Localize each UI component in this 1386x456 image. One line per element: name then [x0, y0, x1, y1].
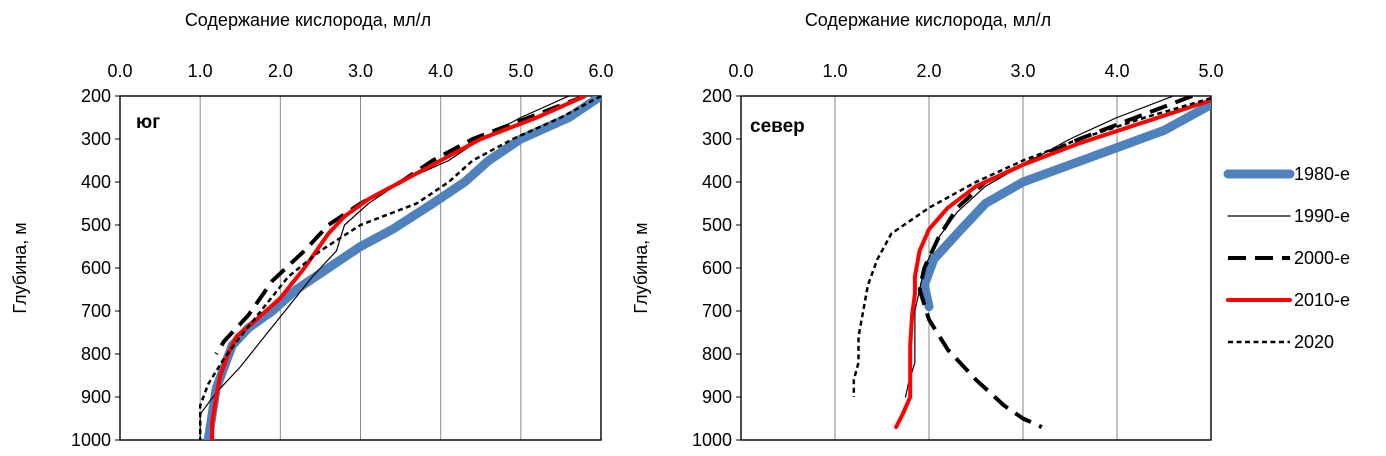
x-tick-label: 4.0: [428, 61, 453, 81]
y-tick-label: 900: [81, 387, 111, 407]
x-tick-label: 1.0: [188, 61, 213, 81]
y-tick-label: 900: [702, 387, 732, 407]
series-line-2010-е: [894, 98, 1211, 430]
series-line-2000-е: [214, 96, 586, 356]
x-tick-label: 4.0: [1104, 61, 1129, 81]
y-tick-label: 400: [81, 172, 111, 192]
y-tick-label: 300: [702, 129, 732, 149]
y-tick-label: 800: [81, 344, 111, 364]
region-label: юг: [136, 112, 160, 133]
series-line-2020: [852, 97, 1211, 397]
legend-label: 2010-е: [1294, 290, 1350, 310]
y-tick-label: 800: [702, 344, 732, 364]
region-label: север: [750, 116, 805, 137]
series-line-1980-е: [203, 96, 601, 440]
x-tick-label: 3.0: [348, 61, 373, 81]
y-tick-label: 400: [702, 172, 732, 192]
legend: 1980-е 1990-е 2000-е 2010-е 2020: [1223, 164, 1350, 352]
series-line-1980-е: [919, 100, 1211, 312]
series-line-2020: [198, 96, 601, 440]
y-tick-label: 500: [702, 215, 732, 235]
x-tick-label: 5.0: [508, 61, 533, 81]
y-tick-label: 500: [81, 215, 111, 235]
x-tick-label: 2.0: [268, 61, 293, 81]
series-group: [852, 96, 1211, 430]
y-tick-label: 200: [81, 86, 111, 106]
y-axis-title: Глубина, м: [10, 222, 30, 313]
y-tick-label: 700: [702, 301, 732, 321]
x-axis-title: Содержание кислорода, мл/л: [805, 10, 1051, 30]
y-tick-label: 1000: [71, 430, 111, 450]
y-axis-title: Глубина, м: [631, 222, 651, 313]
series-line-2000-е: [917, 96, 1193, 429]
chart-panel-юг: 200 300 400 500 600 700 800 900 1000 0.0 1.0 2.0 3.0…: [10, 10, 614, 450]
legend-label: 1980-е: [1294, 164, 1350, 184]
x-tick-label: 0.0: [107, 61, 132, 81]
chart-panel-север: 200 300 400 500 600 700 800 900 1000 0.0 1.0 2.0 3.0…: [631, 10, 1224, 450]
y-tick-label: 200: [702, 86, 732, 106]
plot-area-border: [740, 95, 1212, 441]
x-tick-label: 0.0: [728, 61, 753, 81]
x-tick-label: 5.0: [1198, 61, 1223, 81]
x-tick-label: 2.0: [916, 61, 941, 81]
x-tick-label: 6.0: [588, 61, 613, 81]
legend-label: 1990-е: [1294, 206, 1350, 226]
legend-label: 2020: [1294, 332, 1334, 352]
x-tick-label: 1.0: [822, 61, 847, 81]
y-tick-label: 600: [81, 258, 111, 278]
series-group: [198, 96, 601, 440]
y-tick-label: 600: [702, 258, 732, 278]
y-tick-label: 1000: [692, 430, 732, 450]
x-axis-title: Содержание кислорода, мл/л: [185, 10, 431, 30]
series-line-2010-е: [210, 96, 587, 440]
x-tick-label: 3.0: [1010, 61, 1035, 81]
legend-label: 2000-е: [1294, 248, 1350, 268]
y-tick-label: 300: [81, 129, 111, 149]
y-tick-label: 700: [81, 301, 111, 321]
